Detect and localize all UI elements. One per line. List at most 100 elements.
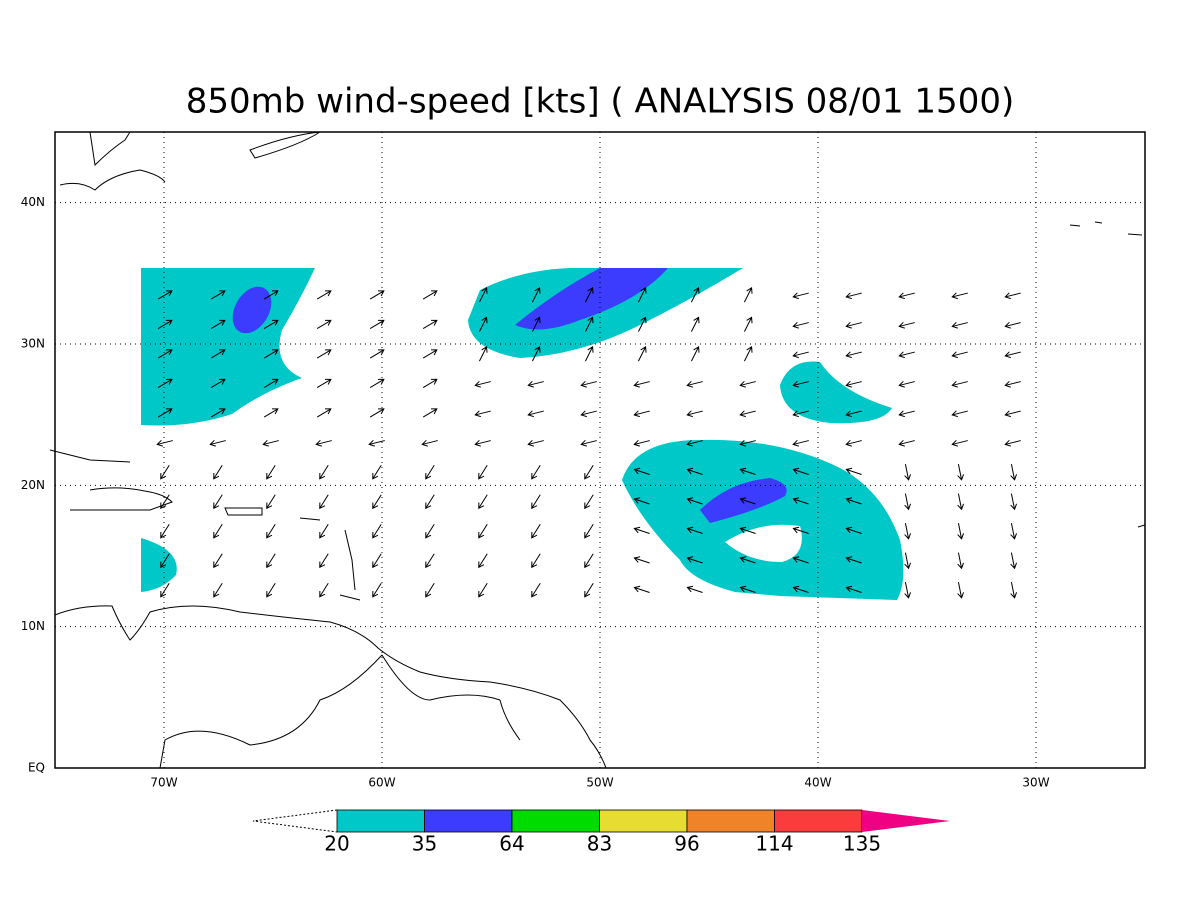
wind-arrow bbox=[160, 523, 170, 539]
wind-arrow bbox=[845, 380, 862, 388]
wind-arrow bbox=[527, 439, 544, 447]
wind-arrow bbox=[316, 408, 332, 418]
wind-arrow bbox=[527, 380, 544, 388]
wind-arrow bbox=[316, 349, 332, 359]
wind-arrow bbox=[531, 523, 541, 539]
wind-arrow bbox=[210, 290, 226, 300]
wind-arrow bbox=[845, 497, 862, 505]
wind-arrow bbox=[743, 286, 753, 303]
wind-arrow bbox=[527, 410, 544, 418]
wind-arrow bbox=[580, 380, 597, 388]
wind-arrow bbox=[584, 582, 594, 598]
wind-arrow bbox=[422, 349, 438, 359]
wind-arrow bbox=[421, 439, 438, 447]
wind-arrow bbox=[686, 585, 703, 594]
wind-arrow bbox=[1010, 523, 1018, 540]
wind-arrow bbox=[1004, 292, 1021, 300]
wind-arrow bbox=[160, 494, 170, 510]
wind-arrow bbox=[898, 351, 915, 359]
colorbar-label: 35 bbox=[412, 832, 437, 856]
wind-arrow bbox=[316, 378, 332, 389]
wind-arrow bbox=[898, 410, 915, 418]
island bbox=[70, 487, 173, 511]
wind-arrow bbox=[266, 582, 276, 598]
wind-arrow bbox=[951, 410, 968, 418]
wind-arrow bbox=[316, 290, 332, 300]
wind-arrow bbox=[531, 464, 541, 480]
wind-arrow bbox=[213, 553, 223, 569]
wind-arrow bbox=[474, 439, 491, 447]
wind-arrow bbox=[845, 351, 862, 359]
colorbar: 20 35 64 83 96 114 135 bbox=[252, 809, 950, 856]
colorbar-lower-arrow bbox=[252, 809, 338, 833]
wind-arrow bbox=[792, 467, 809, 476]
wind-arrow bbox=[1004, 439, 1021, 447]
wind-arrow bbox=[160, 582, 170, 598]
wind-arrow bbox=[1010, 493, 1018, 511]
wind-arrow bbox=[898, 380, 915, 388]
wind-arrow bbox=[633, 585, 650, 594]
colorbar-upper-arrow bbox=[862, 810, 950, 832]
wind-arrow bbox=[845, 321, 862, 329]
wind-arrow bbox=[739, 585, 756, 594]
wind-arrow bbox=[474, 410, 491, 418]
wind-arrow bbox=[898, 292, 915, 300]
island bbox=[49, 449, 321, 521]
wind-arrow bbox=[637, 345, 647, 362]
colorbar-label: 64 bbox=[499, 832, 524, 856]
wind-arrow bbox=[633, 556, 650, 564]
wind-speed-contours bbox=[141, 268, 904, 600]
wind-arrow bbox=[792, 351, 809, 359]
wind-arrow bbox=[210, 378, 226, 389]
title: 850mb wind-speed [kts] ( ANALYSIS 08/01 … bbox=[186, 82, 1014, 122]
wind-arrow bbox=[531, 345, 541, 362]
wind-arrow bbox=[845, 292, 862, 300]
wind-arrow bbox=[266, 553, 276, 569]
coastline bbox=[59, 131, 166, 191]
wind-arrow bbox=[425, 582, 435, 598]
wind-arrow bbox=[1010, 464, 1018, 481]
wind-arrow bbox=[580, 410, 597, 418]
wind-arrow bbox=[263, 349, 279, 359]
wind-arrow bbox=[845, 467, 862, 476]
wind-arrow bbox=[739, 380, 756, 388]
contour-35 bbox=[515, 268, 668, 330]
wind-arrow bbox=[739, 467, 756, 476]
wind-arrow bbox=[792, 556, 809, 564]
wind-arrow bbox=[792, 526, 809, 535]
y-tick-label: 20N bbox=[21, 478, 45, 492]
wind-arrow bbox=[1004, 380, 1021, 388]
wind-arrow bbox=[633, 410, 650, 418]
colorbar-box bbox=[599, 809, 688, 833]
colorbar-label: 114 bbox=[755, 832, 793, 856]
wind-arrow bbox=[904, 464, 912, 481]
wind-arrow bbox=[368, 439, 385, 447]
wind-arrow bbox=[157, 378, 173, 389]
wind-arrow bbox=[478, 553, 488, 569]
wind-arrow bbox=[422, 408, 438, 418]
wind-arrow bbox=[957, 582, 965, 599]
wind-arrow bbox=[584, 286, 594, 303]
wind-arrow bbox=[951, 351, 968, 359]
wind-arrow bbox=[792, 497, 809, 505]
wind-arrow bbox=[422, 319, 438, 330]
y-tick-label: 40N bbox=[21, 195, 45, 209]
wind-arrow bbox=[904, 582, 912, 599]
wind-arrow bbox=[156, 439, 173, 447]
wind-arrow bbox=[372, 553, 382, 569]
wind-arrow bbox=[633, 439, 650, 447]
coastlines bbox=[49, 131, 1146, 769]
wind-arrow bbox=[1004, 410, 1021, 418]
wind-arrow bbox=[686, 467, 703, 476]
wind-arrow bbox=[904, 552, 912, 570]
contour-20 bbox=[468, 268, 743, 358]
contour-hole bbox=[725, 524, 802, 562]
wind-arrow bbox=[584, 464, 594, 480]
wind-arrow bbox=[633, 467, 650, 476]
wind-arrow bbox=[319, 553, 329, 569]
wind-arrow bbox=[266, 494, 276, 510]
wind-arrow bbox=[213, 582, 223, 598]
colorbar-label: 96 bbox=[674, 832, 699, 856]
wind-arrow bbox=[157, 349, 173, 359]
